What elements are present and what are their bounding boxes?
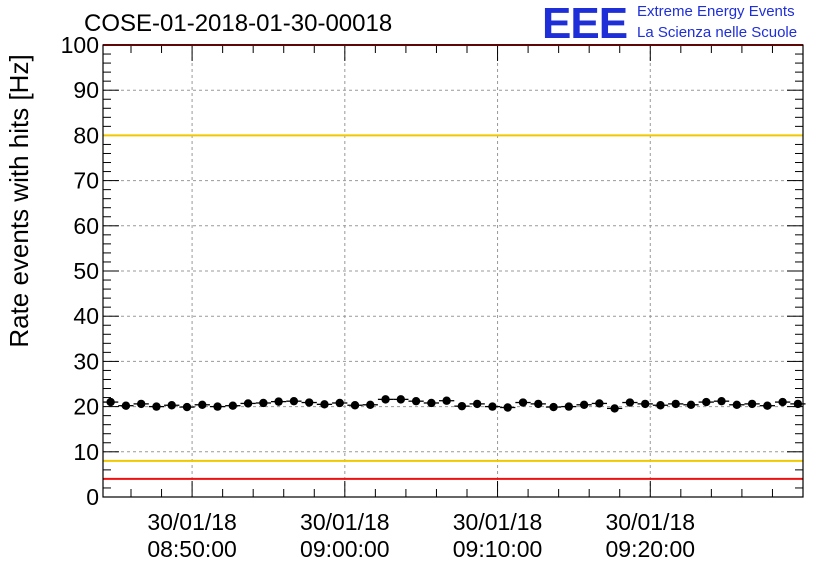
data-point	[350, 401, 360, 410]
data-point	[747, 399, 757, 409]
x-tick-date-label: 30/01/18	[300, 509, 390, 535]
data-point	[304, 398, 314, 407]
y-axis-label: Rate events with hits [Hz]	[4, 54, 34, 347]
data-point	[167, 401, 176, 410]
data-point	[381, 395, 390, 404]
data-point	[778, 397, 787, 407]
y-tick-label: 90	[73, 77, 99, 103]
data-point	[488, 402, 497, 411]
x-tick-time-label: 08:50:00	[147, 536, 237, 562]
data-point	[534, 399, 543, 409]
data-point	[366, 400, 375, 409]
y-tick-label: 20	[73, 394, 99, 420]
data-point	[213, 402, 222, 411]
y-tick-label: 60	[73, 213, 99, 239]
x-tick-time-label: 09:20:00	[606, 536, 696, 562]
data-point	[274, 397, 283, 406]
y-tick-label: 10	[73, 439, 99, 465]
logo-line-1: Extreme Energy Events	[637, 3, 795, 20]
data-point	[289, 396, 299, 406]
data-point	[702, 397, 711, 407]
data-point	[259, 398, 268, 408]
y-tick-label: 70	[73, 168, 99, 194]
data-point	[457, 401, 467, 411]
data-point	[411, 396, 421, 406]
data-point	[198, 400, 207, 409]
x-tick-time-label: 09:00:00	[300, 536, 390, 562]
x-tick-time-label: 09:10:00	[453, 536, 543, 562]
data-point	[503, 403, 512, 412]
data-point	[228, 401, 238, 410]
data-point	[136, 399, 146, 409]
x-tick-date-label: 30/01/18	[606, 509, 696, 535]
data-point	[763, 401, 772, 410]
data-point	[121, 401, 131, 410]
data-point	[656, 401, 665, 410]
data-point	[472, 399, 482, 409]
data-point	[442, 396, 451, 405]
y-tick-label: 80	[73, 122, 99, 148]
data-point	[518, 398, 528, 407]
y-tick-label: 100	[61, 32, 99, 58]
data-point	[427, 398, 436, 408]
data-point	[549, 402, 558, 412]
data-point	[152, 402, 161, 411]
y-tick-label: 30	[73, 348, 99, 374]
data-point	[793, 399, 803, 409]
eee-logo: EEE	[542, 0, 628, 48]
data-point	[243, 399, 253, 408]
data-point	[732, 400, 742, 409]
data-point	[717, 396, 726, 406]
data-point	[106, 397, 115, 407]
y-tick-label: 40	[73, 303, 99, 329]
data-point	[320, 400, 329, 409]
data-point	[564, 402, 574, 411]
logo-line-2: La Scienza nelle Scuole	[637, 24, 798, 41]
plot-frame	[102, 44, 804, 498]
data-point	[396, 395, 406, 404]
data-point	[335, 398, 344, 408]
data-point	[625, 398, 635, 407]
y-tick-label: 50	[73, 258, 99, 284]
data-point	[182, 402, 192, 412]
data-point	[610, 404, 619, 413]
x-tick-date-label: 30/01/18	[147, 509, 237, 535]
data-point	[640, 399, 650, 409]
y-tick-label: 0	[86, 484, 99, 510]
data-point	[671, 399, 680, 409]
chart-title: COSE-01-2018-01-30-00018	[84, 10, 393, 37]
data-point	[579, 400, 589, 409]
x-tick-date-label: 30/01/18	[453, 509, 543, 535]
data-point	[595, 399, 604, 408]
data-point	[686, 400, 696, 409]
